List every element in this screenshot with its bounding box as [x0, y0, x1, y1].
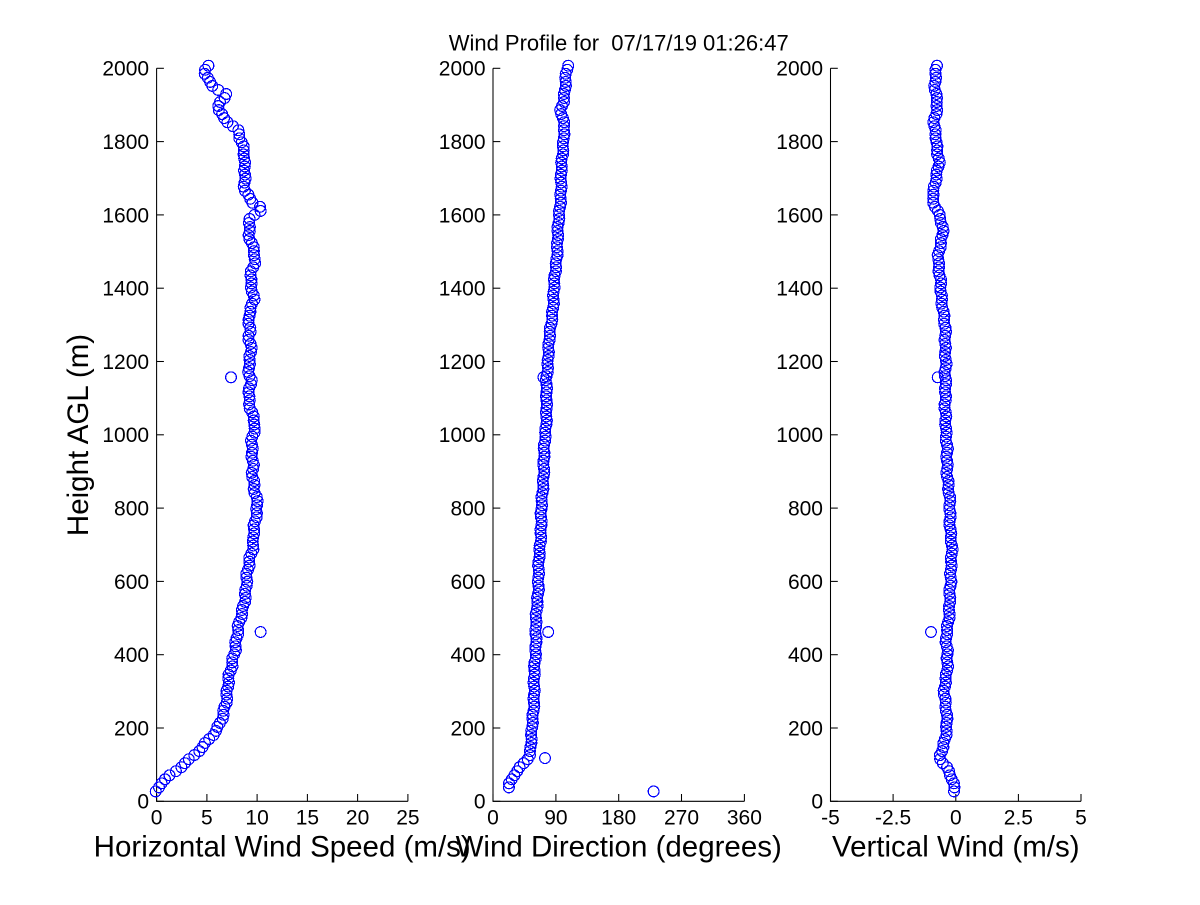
svg-text:Wind Direction (degrees): Wind Direction (degrees): [456, 831, 782, 864]
svg-text:-2.5: -2.5: [875, 807, 911, 830]
svg-text:0: 0: [487, 807, 499, 830]
svg-text:800: 800: [450, 498, 485, 521]
svg-text:90: 90: [544, 807, 567, 830]
svg-text:Height AGL (m): Height AGL (m): [62, 334, 95, 536]
svg-text:1200: 1200: [439, 351, 486, 374]
svg-text:5: 5: [1075, 807, 1087, 830]
svg-text:-5: -5: [821, 807, 840, 830]
svg-text:0: 0: [137, 791, 149, 814]
svg-text:400: 400: [788, 644, 823, 667]
svg-text:0: 0: [811, 791, 823, 814]
svg-text:1400: 1400: [439, 278, 486, 301]
svg-text:2000: 2000: [439, 58, 486, 81]
svg-text:15: 15: [296, 807, 319, 830]
svg-text:2000: 2000: [102, 58, 149, 81]
svg-text:360: 360: [727, 807, 762, 830]
svg-text:0: 0: [151, 807, 163, 830]
svg-text:Horizontal Wind Speed (m/s): Horizontal Wind Speed (m/s): [94, 831, 471, 864]
svg-text:180: 180: [601, 807, 636, 830]
svg-text:600: 600: [788, 571, 823, 594]
svg-text:0: 0: [950, 807, 962, 830]
svg-text:25: 25: [396, 807, 419, 830]
svg-text:1000: 1000: [102, 424, 149, 447]
svg-text:1800: 1800: [439, 131, 486, 154]
svg-text:2.5: 2.5: [1004, 807, 1033, 830]
svg-text:Vertical Wind (m/s): Vertical Wind (m/s): [832, 831, 1080, 864]
svg-text:1000: 1000: [439, 424, 486, 447]
svg-text:1600: 1600: [102, 204, 149, 227]
svg-text:600: 600: [114, 571, 149, 594]
svg-text:800: 800: [788, 498, 823, 521]
svg-text:200: 200: [450, 717, 485, 740]
svg-text:800: 800: [114, 498, 149, 521]
svg-text:5: 5: [201, 807, 213, 830]
svg-text:10: 10: [245, 807, 268, 830]
svg-text:1400: 1400: [102, 278, 149, 301]
svg-text:1200: 1200: [102, 351, 149, 374]
svg-text:400: 400: [114, 644, 149, 667]
svg-text:200: 200: [788, 717, 823, 740]
svg-text:200: 200: [114, 717, 149, 740]
svg-text:Wind Profile for 07/17/19 01:: Wind Profile for 07/17/19 01:26:47: [449, 31, 789, 56]
svg-text:1800: 1800: [776, 131, 823, 154]
svg-text:20: 20: [346, 807, 369, 830]
svg-text:1200: 1200: [776, 351, 823, 374]
svg-text:0: 0: [474, 791, 486, 814]
svg-text:600: 600: [450, 571, 485, 594]
svg-text:400: 400: [450, 644, 485, 667]
svg-text:270: 270: [664, 807, 699, 830]
svg-text:1800: 1800: [102, 131, 149, 154]
svg-text:1600: 1600: [439, 204, 486, 227]
svg-text:1400: 1400: [776, 278, 823, 301]
svg-text:2000: 2000: [776, 58, 823, 81]
svg-text:1000: 1000: [776, 424, 823, 447]
svg-text:1600: 1600: [776, 204, 823, 227]
